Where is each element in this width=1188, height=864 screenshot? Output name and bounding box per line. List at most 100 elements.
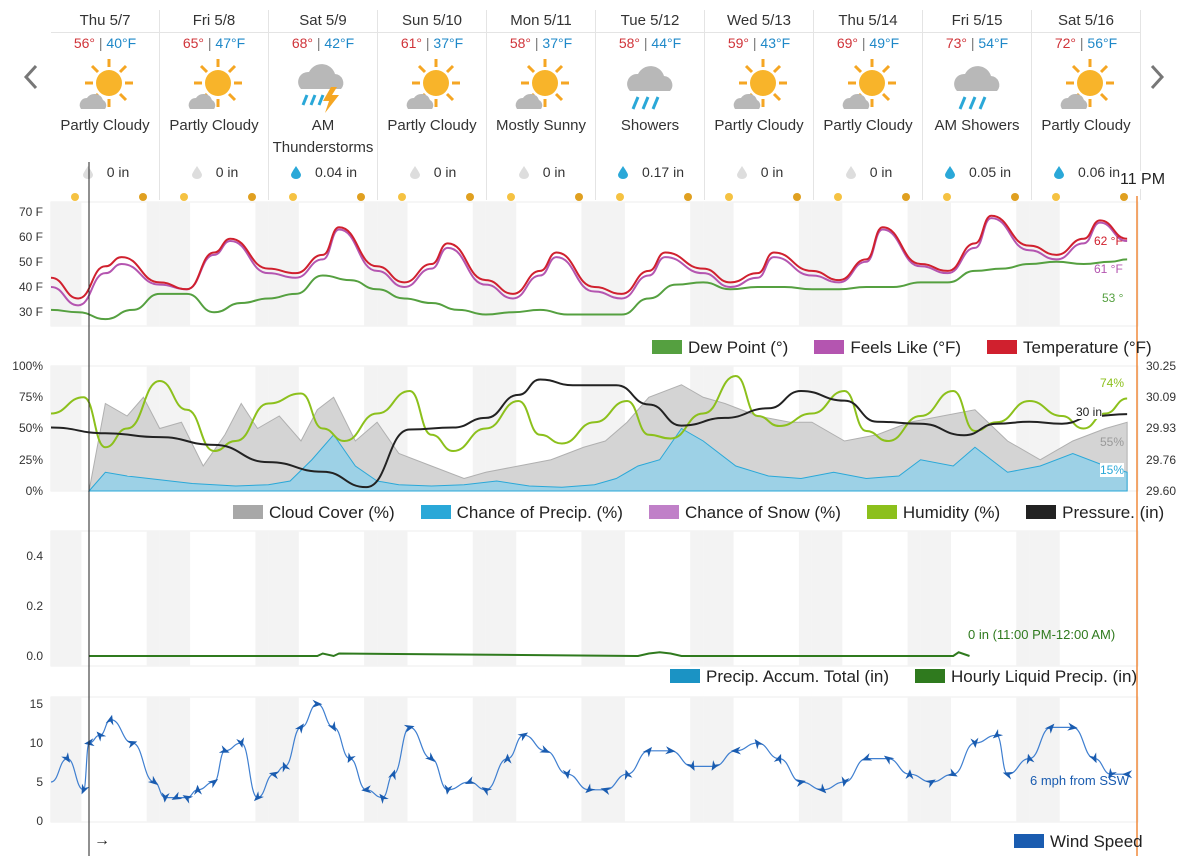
high-temp: 69° [836,35,858,51]
sky-axis-tick-left: 0% [26,484,44,498]
night-band [146,531,160,666]
legend-pressure[interactable]: Pressure. (in) [1062,503,1165,522]
night-band [1016,697,1030,822]
night-band [920,697,952,822]
sun-times-row [378,188,486,201]
low-temp: 49°F [869,35,900,51]
wind-direction-marker [312,699,323,708]
night-band [798,531,812,666]
day-card[interactable]: Tue 5/12 58° | 44°F Showers 0.17 in [596,10,705,201]
night-band [159,531,191,666]
wind-axis-tick: 10 [30,736,44,750]
legend-precip-accum[interactable]: Precip. Accum. Total (in) [706,667,889,686]
cloud-cover-swatch [233,505,263,519]
night-band [1016,531,1030,666]
hourly-precip-line [89,651,970,658]
condition-text: Partly Cloudy [823,117,913,134]
sun-times-row [596,188,704,201]
cloud-end-label: 55% [1100,435,1125,449]
wind-direction-marker [1026,753,1035,765]
sunrise-sunset-icon [180,193,256,201]
precip-accum-swatch [670,669,700,683]
wind-direction-marker [539,745,551,753]
sunrise-sunset-icon [725,193,801,201]
night-band [255,202,269,326]
day-card[interactable]: Sat 5/9 68° | 42°F AM Thunderstorms 0.04 in [269,10,378,201]
legend-cloud-cover[interactable]: Cloud Cover (%) [269,503,395,522]
sunrise-sunset-icon [616,193,692,201]
next-days-button[interactable] [1146,62,1168,92]
night-band [703,697,734,822]
legend-humidity[interactable]: Humidity (%) [902,503,1001,522]
wind-direction-marker [1088,752,1097,764]
wind-direction-marker [686,760,695,771]
condition-text: AM Showers [934,117,1020,134]
wind-direction-marker [754,738,764,750]
day-card[interactable]: Mon 5/11 58° | 37°F Mostly Sunny 0 in [487,10,596,201]
day-card[interactable]: Wed 5/13 59° | 43°F Partly Cloudy 0 in [705,10,814,201]
legend-feels-like[interactable]: Feels Like (°F) [850,338,962,357]
wind-direction-marker [96,731,107,742]
sun-times-row [923,188,1031,201]
day-card[interactable]: Fri 5/15 73° | 54°F AM Showers 0.05 in [923,10,1032,201]
precip-amount: 0 in [869,164,893,180]
wind-speed-swatch [1014,834,1044,848]
sunrise-sunset-icon [1052,193,1128,201]
night-band [472,366,486,491]
legend-dew-point[interactable]: Dew Point (°) [688,338,789,357]
low-temp: 37°F [433,35,464,51]
wind-direction-marker [642,746,652,758]
sky-axis-tick-left: 100% [12,359,43,373]
sun-times-row [1032,188,1140,201]
day-card[interactable]: Sat 5/16 72° | 56°F Partly Cloudy 0.06 in [1032,10,1141,201]
day-card[interactable]: Sun 5/10 61° | 37°F Partly Cloudy 0 in [378,10,487,201]
chevron-left-icon [23,64,38,90]
night-band [581,697,595,822]
legend-snow-chance[interactable]: Chance of Snow (%) [684,503,841,522]
day-label: Wed 5/13 [705,10,813,33]
high-temp: 68° [291,35,313,51]
night-band [690,697,704,822]
condition-text: Partly Cloudy [169,117,259,134]
day-label: Fri 5/8 [160,10,268,33]
humidity-swatch [866,505,897,519]
sunrise-sunset-icon [398,193,474,201]
pressure-line [50,378,1128,489]
partly-cloudy-icon [1060,59,1114,109]
wind-direction-marker [946,768,958,777]
wind-direction-marker [503,753,512,764]
high-temp: 58° [509,35,531,51]
wind-direction-marker [207,779,219,789]
night-band [811,697,843,822]
sun-times-row [814,188,922,201]
wind-direction-marker [105,714,114,726]
legend-hourly-precip[interactable]: Hourly Liquid Precip. (in) [950,667,1138,686]
wind-direction-marker [161,792,170,803]
legend-precip-chance[interactable]: Chance of Precip. (%) [456,503,623,522]
high-temp: 73° [945,35,967,51]
night-band [268,202,299,326]
temp-axis-tick: 50 F [19,255,43,269]
night-band [146,697,160,822]
wind-direction-marker [861,753,873,761]
night-band [594,531,625,666]
precip-axis-tick: 0.0 [26,649,43,663]
precip-amount: 0 in [433,164,457,180]
night-band [255,531,269,666]
day-card[interactable]: Fri 5/8 65° | 47°F Partly Cloudy 0 in [160,10,269,201]
raindrop-icon [736,166,747,179]
day-card[interactable]: Thu 5/7 56° | 40°F Partly Cloudy 0 in [51,10,160,201]
sky-axis-tick-left: 75% [19,390,43,404]
night-band [364,697,378,822]
day-card[interactable]: Thu 5/14 69° | 49°F Partly Cloudy 0 in [814,10,923,201]
wind-direction-marker [1002,771,1014,780]
night-band [472,202,486,326]
legend-wind-speed[interactable]: Wind Speed [1050,832,1143,851]
day-temps: 68° | 42°F [291,35,355,51]
wind-direction-marker [816,783,827,794]
prev-days-button[interactable] [20,62,42,92]
legend-temperature[interactable]: Temperature (°F) [1023,338,1152,357]
night-band [255,697,269,822]
condition-text: Partly Cloudy [387,117,477,134]
precip-legend: Precip. Accum. Total (in) Hourly Liquid P… [644,667,1137,687]
